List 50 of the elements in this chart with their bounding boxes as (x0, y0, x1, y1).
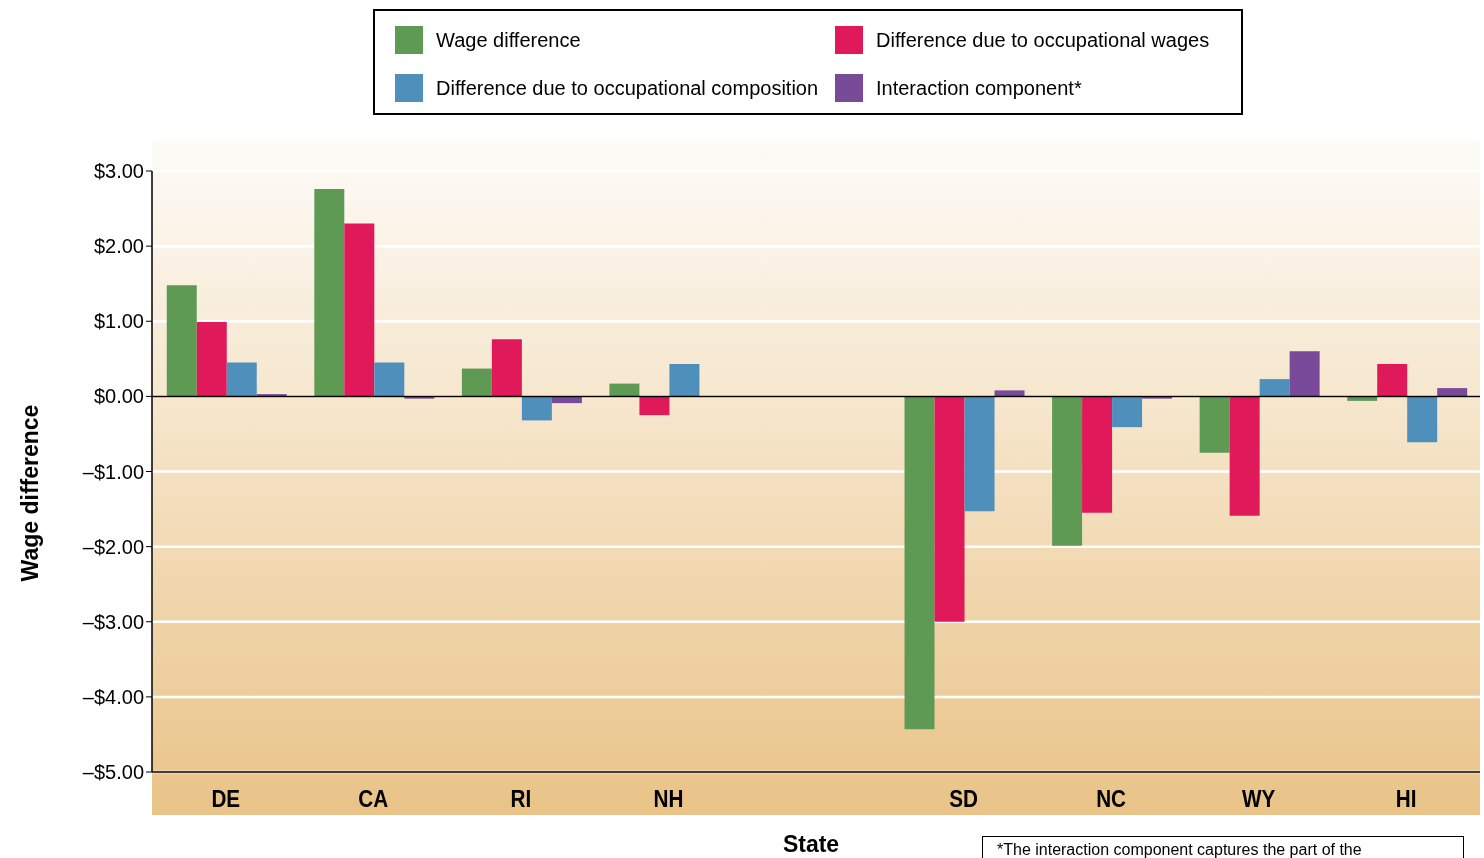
legend-label: Wage difference (436, 28, 581, 52)
bar (314, 189, 345, 397)
x-tick-label: NC (1096, 785, 1127, 813)
bar (1377, 364, 1408, 397)
bar (226, 362, 257, 397)
bar (1229, 396, 1260, 516)
bar (491, 339, 522, 397)
bar (1407, 396, 1438, 443)
bar (1199, 396, 1230, 453)
legend-label: Interaction component* (876, 76, 1082, 100)
bar (1112, 396, 1143, 428)
x-tick-label: NH (653, 785, 684, 813)
bar (964, 396, 995, 512)
y-tick-label: –$1.00 (82, 460, 144, 483)
y-tick-label: –$5.00 (82, 761, 144, 784)
bar (166, 285, 197, 397)
legend-label: Difference due to occupational composition (436, 76, 819, 100)
bar (374, 362, 405, 397)
bar (609, 383, 640, 397)
bar (461, 368, 492, 397)
bar (1259, 379, 1290, 397)
x-axis-title: State (782, 831, 840, 858)
bar (1082, 396, 1113, 513)
y-tick-label: –$2.00 (82, 535, 144, 558)
x-tick-label: RI (510, 785, 532, 813)
x-tick-label: CA (358, 785, 389, 813)
bar (521, 396, 552, 421)
y-tick-label: $0.00 (93, 385, 144, 408)
y-tick-label: –$3.00 (82, 610, 144, 633)
x-tick-label: DE (211, 785, 241, 813)
bar (669, 364, 700, 397)
bar (934, 396, 965, 622)
bar (639, 396, 670, 416)
bar (1437, 388, 1468, 397)
bar (196, 322, 227, 397)
x-tick-label: HI (1395, 785, 1417, 813)
bar (994, 390, 1025, 397)
y-tick-label: $1.00 (93, 310, 144, 333)
x-tick-label: WY (1241, 785, 1276, 813)
y-tick-label: $2.00 (93, 235, 144, 258)
bar (1052, 396, 1083, 546)
y-tick-label: $3.00 (93, 160, 144, 183)
bar (344, 223, 375, 397)
bar (904, 396, 935, 730)
bar (1289, 351, 1320, 397)
y-tick-label: –$4.00 (82, 685, 144, 708)
text: *The interaction component captures the part of the (982, 836, 1464, 858)
y-axis-title: Wage difference (16, 404, 44, 582)
x-tick-label: SD (949, 785, 978, 813)
legend-label: Difference due to occupational wages (876, 28, 1210, 52)
